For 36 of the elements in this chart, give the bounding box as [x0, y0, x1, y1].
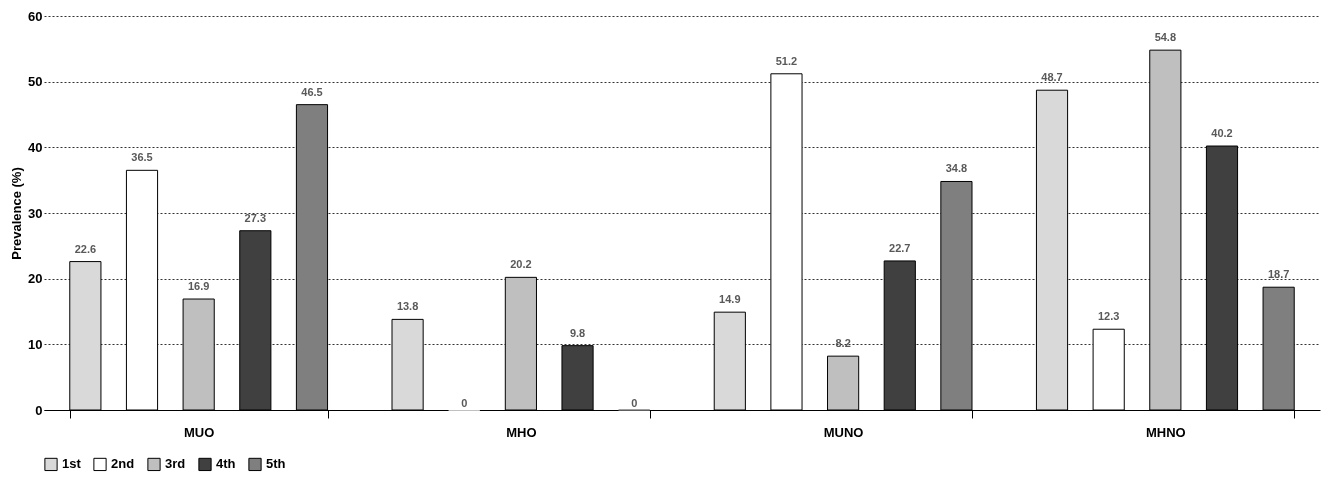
data-label: 54.8 — [1154, 31, 1177, 44]
legend-label: 3rd — [165, 456, 186, 472]
data-label: 9.8 — [569, 326, 586, 339]
y-tick-label: 60 — [28, 8, 43, 24]
x-tick-label: MUO — [183, 424, 215, 440]
data-label: 36.5 — [131, 151, 153, 164]
data-label: 48.7 — [1041, 71, 1063, 84]
data-label: 20.2 — [510, 258, 532, 271]
data-label: 51.2 — [775, 54, 798, 67]
data-label: 13.8 — [396, 300, 419, 313]
legend-label: 1st — [62, 456, 82, 472]
data-label: 40.2 — [1211, 127, 1233, 140]
data-label: 0 — [631, 397, 638, 409]
data-label: 27.3 — [244, 211, 267, 224]
legend-label: 4th — [216, 456, 236, 472]
y-tick-label: 20 — [28, 271, 43, 287]
y-axis-title: Prevalence (%) — [9, 167, 25, 260]
x-tick-label: MUNO — [823, 424, 864, 440]
data-label: 12.3 — [1097, 310, 1120, 323]
y-tick-label: 40 — [28, 139, 43, 155]
y-tick-label: 30 — [28, 205, 43, 221]
data-label: 14.9 — [719, 293, 741, 306]
legend-label: 2nd — [111, 456, 135, 472]
data-label: 46.5 — [301, 85, 323, 98]
data-label: 0 — [461, 397, 468, 409]
legend-label: 5th — [266, 456, 286, 472]
x-tick-label: MHO — [506, 424, 537, 440]
data-label: 22.7 — [889, 241, 911, 254]
x-tick-label: MHNO — [1145, 424, 1186, 440]
data-label: 18.7 — [1267, 268, 1290, 281]
data-label: 22.6 — [74, 242, 97, 255]
data-label: 34.8 — [945, 162, 968, 175]
data-label: 16.9 — [187, 280, 210, 293]
y-tick-label: 50 — [28, 74, 43, 90]
y-tick-label: 10 — [28, 336, 43, 352]
y-tick-label: 0 — [35, 402, 43, 418]
